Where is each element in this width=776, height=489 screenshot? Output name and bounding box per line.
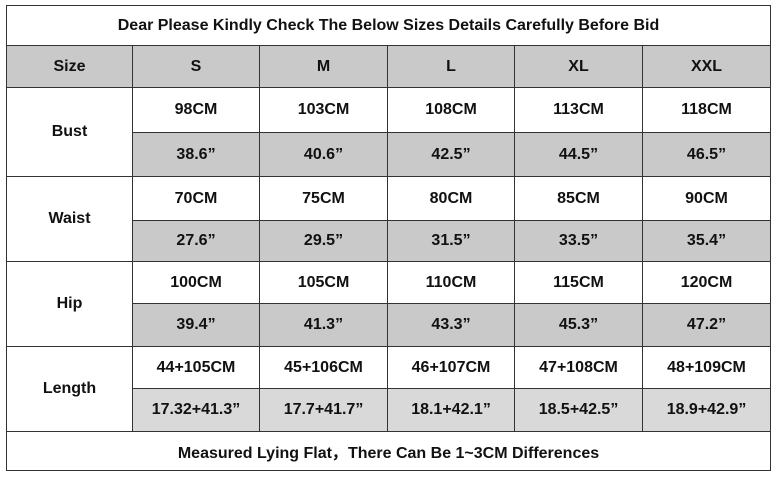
table-cell: 33.5” [514, 220, 643, 262]
table-cell: 85CM [514, 176, 643, 221]
table-cell: 110CM [387, 261, 515, 304]
table-cell: 118CM [642, 87, 771, 133]
waist-cm-row: Waist 70CM 75CM 80CM 85CM 90CM [6, 176, 771, 262]
row-label-waist: Waist [6, 176, 133, 262]
table-cell: 31.5” [387, 220, 515, 262]
table-cell: 46.5” [642, 132, 771, 177]
table-cell: 48+109CM [642, 346, 771, 389]
waist-inch-row: 27.6” 29.5” 31.5” 33.5” 35.4” [7, 220, 771, 262]
chart-title: Dear Please Kindly Check The Below Sizes… [6, 5, 771, 46]
table-cell: 17.7+41.7” [259, 388, 388, 432]
table-cell: 70CM [132, 176, 260, 221]
table-cell: 38.6” [132, 132, 260, 177]
table-cell: 47.2” [642, 303, 771, 347]
table-cell: 100CM [132, 261, 260, 304]
table-cell: 45+106CM [259, 346, 388, 389]
hip-cm-row: Hip 100CM 105CM 110CM 115CM 120CM [6, 261, 771, 347]
table-cell: 47+108CM [514, 346, 643, 389]
table-cell: 43.3” [387, 303, 515, 347]
table-cell: 98CM [132, 87, 260, 133]
table-cell: 18.1+42.1” [387, 388, 515, 432]
table-cell: 29.5” [259, 220, 388, 262]
table-cell: 108CM [387, 87, 515, 133]
footer-note: Measured Lying Flat，There Can Be 1~3CM D… [6, 431, 771, 471]
table-cell: 44+105CM [132, 346, 260, 389]
table-cell: 75CM [259, 176, 388, 221]
size-header-s: S [132, 45, 260, 88]
table-cell: 113CM [514, 87, 643, 133]
table-cell: 18.5+42.5” [514, 388, 643, 432]
table-cell: 120CM [642, 261, 771, 304]
size-header-xl: XL [514, 45, 643, 88]
table-cell: 18.9+42.9” [642, 388, 771, 432]
table-cell: 103CM [259, 87, 388, 133]
row-label-length: Length [6, 346, 133, 432]
row-label-hip: Hip [6, 261, 133, 347]
length-cm-row: Length 44+105CM 45+106CM 46+107CM 47+108… [6, 346, 771, 432]
table-cell: 27.6” [132, 220, 260, 262]
table-cell: 42.5” [387, 132, 515, 177]
table-cell: 39.4” [132, 303, 260, 347]
table-cell: 90CM [642, 176, 771, 221]
table-cell: 44.5” [514, 132, 643, 177]
table-cell: 115CM [514, 261, 643, 304]
table-cell: 40.6” [259, 132, 388, 177]
size-table: Dear Please Kindly Check The Below Sizes… [6, 5, 771, 471]
size-header-label: Size [6, 45, 133, 88]
table-cell: 41.3” [259, 303, 388, 347]
table-cell: 80CM [387, 176, 515, 221]
size-chart: Dear Please Kindly Check The Below Sizes… [6, 5, 771, 483]
length-inch-row: 17.32+41.3” 17.7+41.7” 18.1+42.1” 18.5+4… [7, 388, 771, 432]
table-cell: 45.3” [514, 303, 643, 347]
hip-inch-row: 39.4” 41.3” 43.3” 45.3” 47.2” [7, 303, 771, 347]
table-cell: 105CM [259, 261, 388, 304]
row-label-bust: Bust [6, 87, 133, 177]
bust-inch-row: 38.6” 40.6” 42.5” 44.5” 46.5” [7, 132, 771, 177]
table-cell: 17.32+41.3” [132, 388, 260, 432]
bust-cm-row: Bust 98CM 103CM 108CM 113CM 118CM [6, 87, 771, 177]
size-header-l: L [387, 45, 515, 88]
size-header-xxl: XXL [642, 45, 771, 88]
table-cell: 46+107CM [387, 346, 515, 389]
table-cell: 35.4” [642, 220, 771, 262]
header-row: Size S M L XL XXL [6, 45, 771, 88]
size-header-m: M [259, 45, 388, 88]
